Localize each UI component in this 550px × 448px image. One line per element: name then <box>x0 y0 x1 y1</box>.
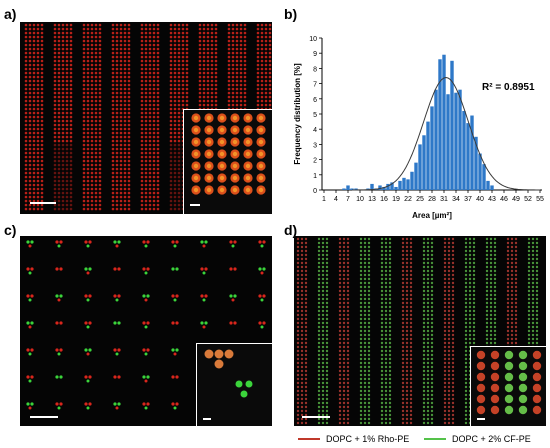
micrograph-d <box>294 236 546 426</box>
scale-bar-d <box>302 416 330 418</box>
x-tick-label: 49 <box>512 196 520 203</box>
x-tick-label: 22 <box>404 196 412 203</box>
x-tick-label: 10 <box>356 196 364 203</box>
inset-d-image <box>476 350 542 415</box>
x-axis-label: Area [µm²] <box>412 211 452 220</box>
x-tick-label: 13 <box>368 196 376 203</box>
y-tick-label: 2 <box>313 158 317 165</box>
histogram-bar <box>350 188 354 190</box>
panel-label-a: a) <box>4 6 17 22</box>
inset-scale-bar-a <box>190 204 200 206</box>
x-tick-label: 31 <box>440 196 448 203</box>
r-squared-annotation: R² = 0.8951 <box>482 82 535 93</box>
histogram-bar <box>478 153 482 190</box>
gaussian-fit-curve <box>352 76 540 191</box>
inset-scale-bar-d <box>477 418 485 420</box>
inset-c <box>196 343 272 426</box>
legend-green: DOPC + 2% CF-PE <box>424 432 531 446</box>
x-tick-label: 4 <box>334 196 338 203</box>
inset-c-image <box>204 349 253 398</box>
histogram-bar <box>346 185 350 190</box>
legend-red: DOPC + 1% Rho-PE <box>298 432 409 446</box>
x-tick-label: 40 <box>476 196 484 203</box>
legend-red-swatch <box>298 438 320 440</box>
histogram-bar <box>482 164 486 190</box>
x-tick-label: 19 <box>392 196 400 203</box>
y-tick-label: 0 <box>313 188 317 195</box>
y-tick-label: 9 <box>313 51 317 58</box>
inset-d <box>470 346 546 426</box>
histogram-bar <box>454 92 458 190</box>
y-tick-label: 7 <box>313 82 317 89</box>
x-tick-label: 52 <box>524 196 532 203</box>
y-tick-label: 1 <box>313 173 317 180</box>
panel-label-c: c) <box>4 222 17 238</box>
histogram-bar <box>474 136 478 190</box>
histogram-bar <box>390 182 394 190</box>
x-tick-label: 7 <box>346 196 350 203</box>
x-tick-label: 28 <box>428 196 436 203</box>
histogram-bar <box>438 59 442 190</box>
legend-green-label: DOPC + 2% CF-PE <box>452 434 531 444</box>
histogram-bar <box>450 60 454 190</box>
x-tick-label: 34 <box>452 196 460 203</box>
histogram-bar <box>402 177 406 190</box>
micrograph-c <box>20 236 272 426</box>
inset-a <box>183 109 272 214</box>
x-tick-label: 46 <box>500 196 508 203</box>
panel-label-d: d) <box>284 222 298 238</box>
x-tick-label: 55 <box>536 196 544 203</box>
histogram-bar <box>490 185 494 190</box>
histogram-bar <box>394 186 398 190</box>
histogram-bar <box>370 183 374 190</box>
histogram-bar <box>426 121 430 190</box>
micrograph-a <box>20 22 272 214</box>
histogram-bar <box>410 171 414 190</box>
histogram-chart: 0 1 2 3 4 5 6 7 8 9 10 1 4 7 10 13 16 19 22 25 28 31 34 37 40 43 4… <box>286 28 548 226</box>
y-tick-label: 5 <box>313 112 317 119</box>
x-tick-label: 16 <box>380 196 388 203</box>
histogram-bar <box>434 89 438 190</box>
histogram-bar <box>382 186 386 190</box>
histogram-bar <box>422 135 426 190</box>
panel-label-b: b) <box>284 6 298 22</box>
histogram-bar <box>486 180 490 190</box>
y-tick-label: 8 <box>313 66 317 73</box>
histogram-bar <box>378 185 382 190</box>
x-tick-label: 1 <box>322 196 326 203</box>
y-axis-label: Frequency distribution [%] <box>293 63 302 165</box>
x-tick-label: 25 <box>416 196 424 203</box>
histogram-bar <box>446 94 450 190</box>
y-tick-label: 3 <box>313 142 317 149</box>
legend-red-label: DOPC + 1% Rho-PE <box>326 434 410 444</box>
histogram-bar <box>418 144 422 190</box>
histogram-bar <box>386 183 390 190</box>
inset-scale-bar-c <box>203 418 211 420</box>
inset-dots-d <box>476 350 542 415</box>
inset-dots-a <box>191 113 266 195</box>
histogram-bar <box>430 106 434 190</box>
x-tick-label: 43 <box>488 196 496 203</box>
histogram-bar <box>398 180 402 190</box>
histogram-bar <box>414 162 418 190</box>
y-tick-label: 10 <box>309 36 317 43</box>
histogram-bar <box>458 89 462 190</box>
histogram-bar <box>342 188 346 190</box>
scale-bar-a <box>30 202 56 204</box>
y-tick-label: 4 <box>313 127 317 134</box>
y-tick-label: 6 <box>313 97 317 104</box>
histogram-bar <box>462 110 466 190</box>
histogram-bar <box>470 115 474 190</box>
x-tick-label: 37 <box>464 196 472 203</box>
histogram-bar <box>354 188 358 190</box>
histogram-bar <box>442 54 446 190</box>
legend-green-swatch <box>424 438 446 440</box>
scale-bar-c <box>30 416 58 418</box>
histogram-bar <box>466 123 470 190</box>
inset-dots-c <box>204 349 253 398</box>
histogram-bar <box>406 179 410 190</box>
inset-a-image <box>191 113 266 195</box>
